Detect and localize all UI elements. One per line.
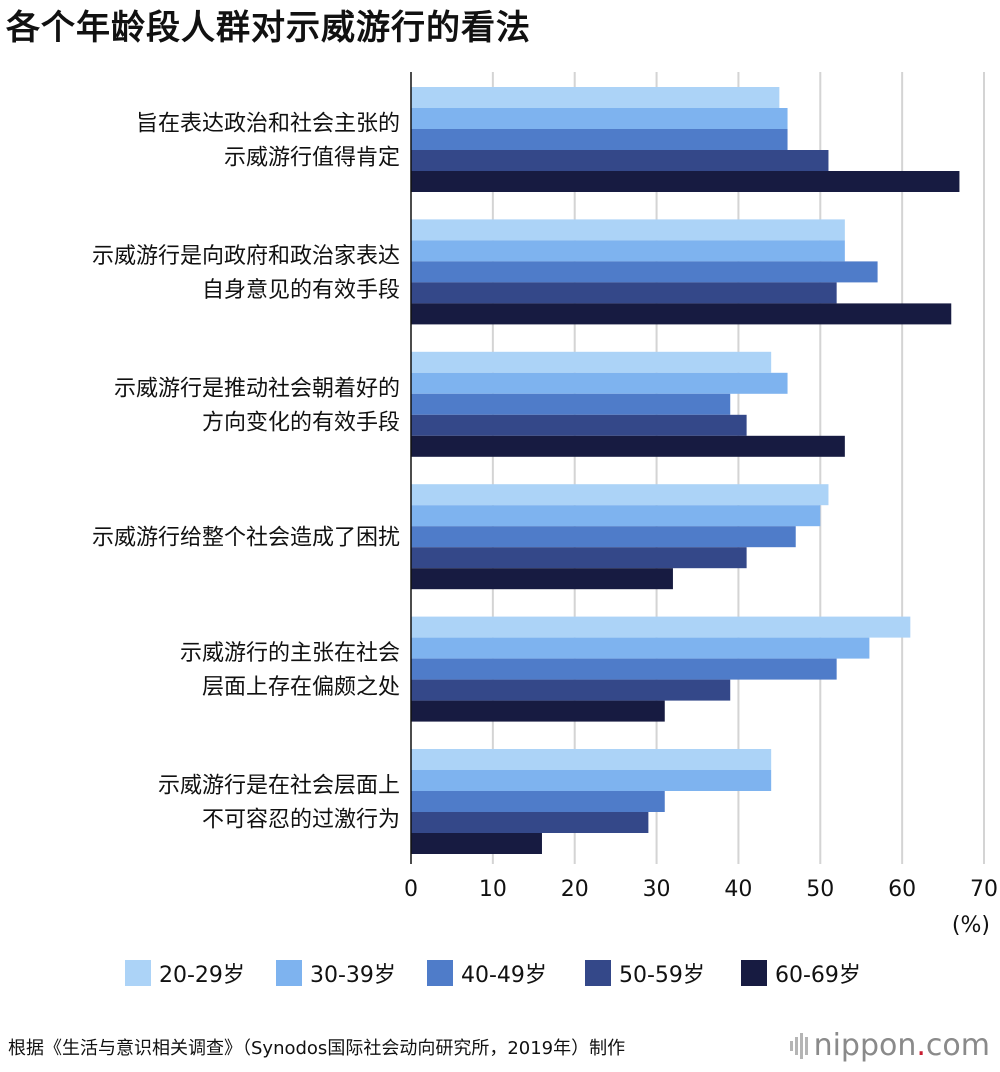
bar-cat6-60-69岁: [411, 833, 542, 854]
bar-cat4-40-49岁: [411, 526, 796, 548]
bar-cat2-20-29岁: [411, 219, 845, 241]
x-tick-50: 50: [806, 877, 834, 902]
legend-swatch: [276, 960, 302, 986]
category-label: 方向变化的有效手段: [202, 410, 400, 435]
legend-swatch: [585, 960, 611, 986]
bar-cat3-40-49岁: [411, 393, 731, 415]
legend-item: 30-39岁: [276, 960, 396, 988]
x-tick-40: 40: [724, 877, 752, 902]
category-label: 示威游行值得肯定: [224, 146, 400, 171]
bar-cat1-40-49岁: [411, 129, 788, 150]
legend-item: 20-29岁: [125, 960, 245, 988]
bar-cat6-50-59岁: [411, 812, 649, 833]
bar-cat4-20-29岁: [411, 484, 829, 506]
bar-cat2-30-39岁: [411, 240, 845, 262]
chart-title: 各个年龄段人群对示威游行的看法: [6, 8, 531, 48]
legend-label: 30-39岁: [310, 963, 396, 988]
category-label: 示威游行是推动社会朝着好的: [114, 376, 400, 401]
legend-label: 40-49岁: [461, 963, 547, 988]
x-tick-0: 0: [404, 877, 418, 902]
bar-cat4-30-39岁: [411, 505, 821, 527]
bar-cat3-30-39岁: [411, 372, 788, 394]
bar-cat1-50-59岁: [411, 150, 829, 171]
category-label: 示威游行是向政府和政治家表达: [92, 244, 400, 269]
gridlines: [491, 72, 985, 864]
bar-cat3-60-69岁: [411, 435, 845, 457]
bar-cat6-30-39岁: [411, 770, 772, 791]
bar-cat5-60-69岁: [411, 700, 665, 722]
legend-label: 20-29岁: [159, 963, 245, 988]
x-unit-label: (%): [952, 913, 990, 938]
bar-cat5-50-59岁: [411, 679, 731, 701]
legend: 20-29岁 30-39岁 40-49岁 50-59岁 60-69岁: [125, 960, 861, 988]
bar-cat5-40-49岁: [411, 658, 837, 680]
bar-cat1-60-69岁: [411, 171, 960, 192]
x-tick-labels: 0 10 20 30 40 50 60 70: [404, 877, 998, 902]
x-tick-70: 70: [970, 877, 998, 902]
bar-cat5-30-39岁: [411, 637, 870, 659]
legend-label: 50-59岁: [619, 963, 705, 988]
bars: [411, 87, 960, 854]
legend-label: 60-69岁: [775, 963, 861, 988]
legend-item: 50-59岁: [585, 960, 705, 988]
bar-chart: 旨在表达政治和社会主张的示威游行值得肯定示威游行是向政府和政治家表达自身意见的有…: [92, 72, 998, 988]
bar-cat4-60-69岁: [411, 568, 673, 590]
nippon-logo[interactable]: nippon.com: [789, 1028, 990, 1063]
bar-cat6-20-29岁: [411, 749, 772, 770]
bar-cat1-30-39岁: [411, 108, 788, 129]
category-labels: 旨在表达政治和社会主张的示威游行值得肯定示威游行是向政府和政治家表达自身意见的有…: [92, 112, 400, 833]
category-label: 不可容忍的过激行为: [202, 808, 400, 833]
bar-cat2-50-59岁: [411, 282, 837, 304]
bar-cat3-50-59岁: [411, 414, 747, 436]
logo-text: nippon.com: [813, 1028, 990, 1063]
legend-swatch: [741, 960, 767, 986]
category-label: 旨在表达政治和社会主张的: [136, 112, 400, 137]
x-tick-60: 60: [888, 877, 916, 902]
x-tick-20: 20: [561, 877, 589, 902]
legend-item: 60-69岁: [741, 960, 861, 988]
category-label: 示威游行给整个社会造成了困扰: [92, 526, 400, 551]
bar-cat4-50-59岁: [411, 547, 747, 569]
bar-cat3-20-29岁: [411, 351, 772, 373]
bar-cat6-40-49岁: [411, 791, 665, 812]
logo-bars-icon: [789, 1032, 808, 1059]
legend-swatch: [125, 960, 151, 986]
category-label: 示威游行的主张在社会: [180, 641, 400, 666]
category-label: 层面上存在偏颇之处: [202, 675, 400, 700]
legend-swatch: [427, 960, 453, 986]
legend-item: 40-49岁: [427, 960, 547, 988]
bar-cat2-40-49岁: [411, 261, 878, 283]
x-tick-10: 10: [479, 877, 507, 902]
category-label: 示威游行是在社会层面上: [158, 774, 400, 799]
bar-cat5-20-29岁: [411, 616, 911, 638]
x-tick-30: 30: [643, 877, 671, 902]
bar-cat2-60-69岁: [411, 303, 952, 325]
category-label: 自身意见的有效手段: [202, 278, 400, 303]
source-note: 根据《生活与意识相关调查》（Synodos国际社会动向研究所，2019年）制作: [8, 1038, 626, 1059]
bar-cat1-20-29岁: [411, 87, 780, 108]
